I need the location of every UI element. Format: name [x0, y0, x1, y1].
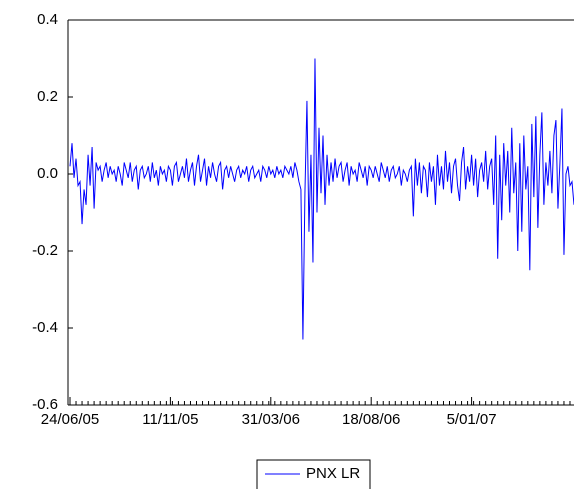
y-tick-label: -0.2 [32, 242, 58, 259]
x-tick-label: 5/01/07 [447, 411, 497, 428]
y-tick-label: 0.0 [37, 165, 58, 182]
x-tick-label: 11/11/05 [142, 411, 198, 428]
y-tick-label: 0.2 [37, 88, 58, 105]
y-tick-label: 0.4 [37, 11, 58, 28]
y-tick-label: -0.4 [32, 319, 58, 336]
legend-label: PNX LR [306, 465, 360, 482]
y-tick-label: -0.6 [32, 396, 58, 413]
legend: PNX LR [256, 459, 371, 489]
x-tick-label: 18/08/06 [342, 411, 400, 428]
x-tick-label: 31/03/06 [242, 411, 300, 428]
data-line [69, 58, 574, 340]
x-tick-label: 24/06/05 [41, 411, 99, 428]
legend-box [256, 459, 371, 489]
